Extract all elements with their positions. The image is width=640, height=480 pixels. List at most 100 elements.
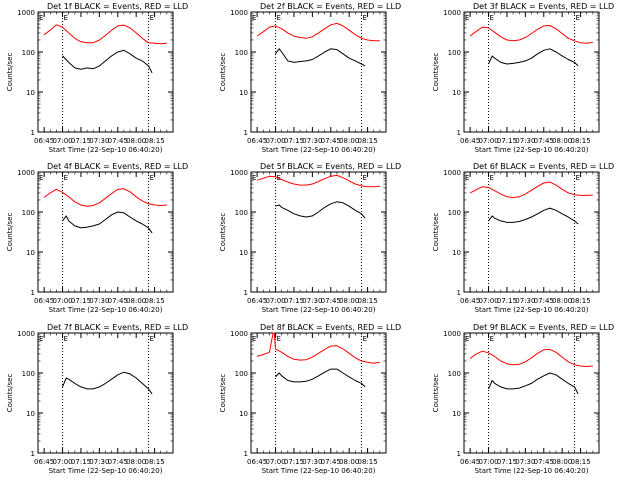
x-tick-label: 07:30 (302, 458, 322, 466)
x-tick-label: 07:15 (71, 458, 91, 466)
x-tick-label: 06:45 (247, 137, 267, 145)
edge-marker-label: E (465, 14, 469, 22)
y-tick-label: 10 (239, 89, 248, 97)
y-tick-label: 100 (235, 49, 248, 57)
event-marker-label: E (149, 335, 153, 343)
x-tick-label: 08:00 (126, 297, 146, 305)
x-tick-label: 07:00 (478, 137, 498, 145)
x-tick-label: 07:00 (52, 137, 72, 145)
series-lld-line (469, 348, 593, 367)
x-axis-label: Start Time (22-Sep-10 06:40:20) (262, 306, 376, 314)
panel-det-7f: Det 7f BLACK = Events, RED = LLD Counts/s… (6, 323, 188, 475)
plot-frame (463, 11, 600, 133)
event-marker-label: E (149, 14, 153, 22)
panel-title: Det 4f BLACK = Events, RED = LLD (47, 162, 188, 171)
plot-frame (250, 332, 387, 454)
x-tick-label: 08:00 (126, 458, 146, 466)
y-tick-label: 1000 (230, 169, 248, 177)
event-marker-label: E (490, 335, 494, 343)
y-tick-label: 1 (244, 450, 248, 458)
x-axis-label: Start Time (22-Sep-10 06:40:20) (475, 306, 589, 314)
y-tick-label: 1 (31, 450, 35, 458)
panel-det-3f: Det 3f BLACK = Events, RED = LLD Counts/s… (432, 2, 614, 154)
x-tick-label: 08:15 (144, 458, 164, 466)
y-tick-label: 1000 (17, 330, 35, 338)
series-lld-line (469, 25, 593, 44)
panel-title: Det 1f BLACK = Events, RED = LLD (47, 2, 188, 11)
series-lld-line (43, 188, 167, 207)
y-tick-label: 100 (22, 49, 35, 57)
event-marker-label: E (362, 14, 366, 22)
edge-marker-label: E (39, 174, 43, 182)
x-axis-label: Start Time (22-Sep-10 06:40:20) (49, 306, 163, 314)
y-tick-label: 100 (448, 370, 461, 378)
y-tick-label: 100 (22, 370, 35, 378)
x-tick-label: 08:00 (339, 458, 359, 466)
x-tick-label: 08:00 (339, 137, 359, 145)
event-marker-label: E (64, 14, 68, 22)
x-tick-label: 08:15 (357, 297, 377, 305)
series-events-line (488, 372, 579, 395)
edge-marker-label: E (252, 14, 256, 22)
x-tick-label: 07:30 (515, 297, 535, 305)
y-tick-label: 10 (26, 249, 35, 257)
x-tick-label: 07:15 (497, 137, 517, 145)
x-tick-label: 08:00 (552, 458, 572, 466)
x-tick-label: 07:30 (515, 458, 535, 466)
x-tick-label: 08:15 (144, 297, 164, 305)
y-tick-label: 100 (235, 209, 248, 217)
event-marker-label: E (575, 14, 579, 22)
edge-marker-label: E (252, 335, 256, 343)
x-tick-label: 08:15 (570, 458, 590, 466)
event-marker-label: E (575, 335, 579, 343)
x-tick-label: 06:45 (460, 297, 480, 305)
x-tick-label: 07:30 (89, 297, 109, 305)
event-marker-label: E (362, 174, 366, 182)
x-tick-label: 08:15 (357, 137, 377, 145)
y-tick-label: 1 (457, 129, 461, 137)
x-tick-label: 08:15 (357, 458, 377, 466)
plot-frame (37, 332, 174, 454)
edge-marker-label: E (465, 174, 469, 182)
event-marker-label: E (575, 174, 579, 182)
x-tick-label: 07:00 (265, 137, 285, 145)
x-tick-label: 07:00 (478, 458, 498, 466)
series-events-line (275, 201, 366, 219)
x-tick-label: 07:45 (321, 458, 341, 466)
x-tick-label: 08:00 (552, 137, 572, 145)
y-tick-label: 100 (448, 49, 461, 57)
series-lld-line (43, 24, 167, 45)
x-axis-label: Start Time (22-Sep-10 06:40:20) (262, 146, 376, 154)
panel-title: Det 7f BLACK = Events, RED = LLD (47, 323, 188, 332)
x-tick-label: 07:00 (478, 297, 498, 305)
x-tick-label: 07:15 (284, 297, 304, 305)
panel-det-4f: Det 4f BLACK = Events, RED = LLD Counts/s… (6, 162, 188, 314)
y-tick-label: 10 (452, 89, 461, 97)
edge-marker-label: E (465, 335, 469, 343)
x-tick-label: 07:45 (534, 297, 554, 305)
x-axis-label: Start Time (22-Sep-10 06:40:20) (49, 467, 163, 475)
y-tick-label: 100 (448, 209, 461, 217)
y-tick-label: 1000 (443, 169, 461, 177)
panel-det-5f: Det 5f BLACK = Events, RED = LLD Counts/s… (219, 162, 401, 314)
y-axis-label: Counts/sec (6, 374, 14, 413)
y-tick-label: 1 (457, 450, 461, 458)
x-tick-label: 07:45 (108, 458, 128, 466)
series-events-line (488, 48, 579, 67)
y-tick-label: 1 (244, 129, 248, 137)
x-tick-label: 07:30 (302, 297, 322, 305)
x-tick-label: 07:45 (534, 458, 554, 466)
x-tick-label: 07:30 (302, 137, 322, 145)
x-tick-label: 07:45 (321, 297, 341, 305)
x-tick-label: 07:15 (497, 297, 517, 305)
series-lld-line (256, 174, 380, 188)
edge-marker-label: E (39, 14, 43, 22)
panel-det-8f: Det 8f BLACK = Events, RED = LLD Counts/s… (219, 323, 401, 475)
panel-title: Det 6f BLACK = Events, RED = LLD (473, 162, 614, 171)
x-tick-label: 06:45 (460, 137, 480, 145)
x-axis-label: Start Time (22-Sep-10 06:40:20) (49, 146, 163, 154)
series-lld-line (256, 332, 380, 364)
x-axis-label: Start Time (22-Sep-10 06:40:20) (475, 146, 589, 154)
y-tick-label: 1 (457, 289, 461, 297)
